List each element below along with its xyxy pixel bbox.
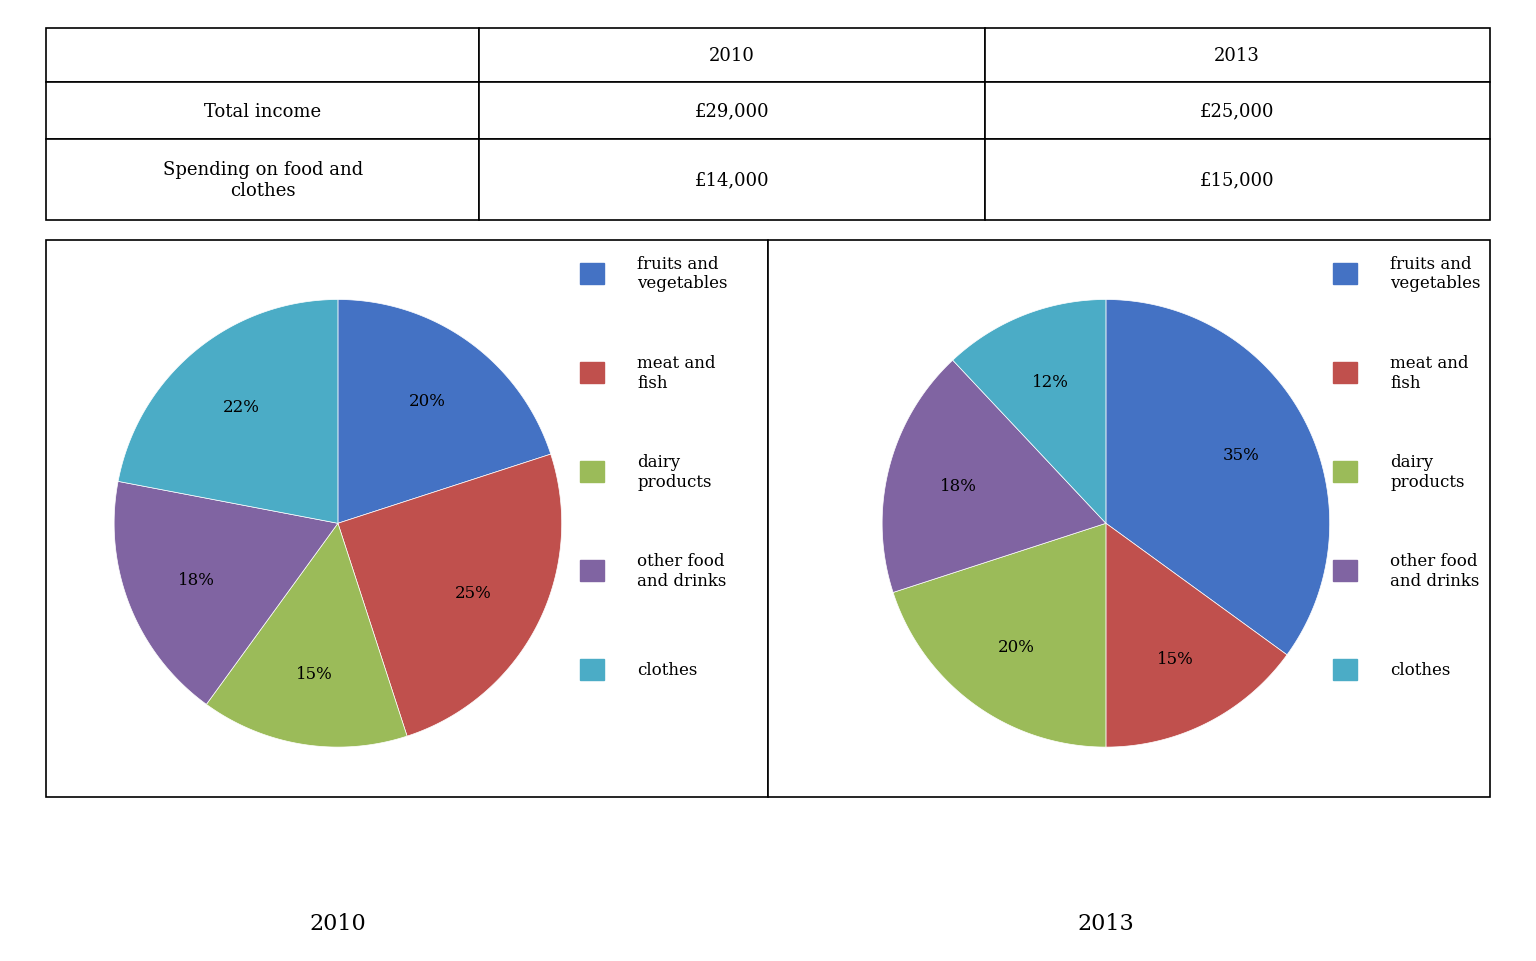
Text: 20%: 20% [409, 392, 445, 409]
Bar [985, 29, 1490, 83]
Bar [581, 263, 604, 284]
Text: other food
and drinks: other food and drinks [637, 553, 727, 589]
Text: 25%: 25% [455, 584, 492, 602]
Bar [46, 240, 768, 798]
Polygon shape [882, 360, 1106, 593]
Text: £29,000: £29,000 [694, 103, 770, 120]
Bar [1333, 362, 1356, 383]
Text: 2013: 2013 [1215, 47, 1260, 64]
Text: fruits and
vegetables: fruits and vegetables [637, 256, 728, 292]
Text: 18%: 18% [178, 571, 215, 588]
Text: 2010: 2010 [710, 47, 754, 64]
Text: 22%: 22% [223, 398, 260, 415]
Bar [479, 83, 985, 140]
Bar [985, 83, 1490, 140]
Text: 15%: 15% [1157, 651, 1193, 668]
Text: dairy
products: dairy products [1390, 454, 1465, 490]
Text: 18%: 18% [940, 478, 977, 494]
Text: Spending on food and
clothes: Spending on food and clothes [163, 161, 362, 200]
Polygon shape [118, 300, 338, 524]
Text: 2010: 2010 [310, 912, 366, 933]
Text: fruits and
vegetables: fruits and vegetables [1390, 256, 1481, 292]
Text: meat and
fish: meat and fish [637, 355, 716, 391]
Polygon shape [206, 524, 407, 748]
Bar [581, 659, 604, 680]
Bar [1333, 263, 1356, 284]
Text: Total income: Total income [204, 103, 321, 120]
Polygon shape [1106, 300, 1330, 655]
Text: 20%: 20% [998, 638, 1035, 655]
Bar [46, 83, 479, 140]
Text: 2013: 2013 [1078, 912, 1134, 933]
Text: meat and
fish: meat and fish [1390, 355, 1468, 391]
Bar [1333, 659, 1356, 680]
Text: £15,000: £15,000 [1200, 172, 1275, 189]
Text: £25,000: £25,000 [1200, 103, 1275, 120]
Bar [46, 140, 479, 221]
Text: dairy
products: dairy products [637, 454, 713, 490]
Bar [581, 560, 604, 581]
Text: 12%: 12% [1032, 374, 1069, 391]
Text: other food
and drinks: other food and drinks [1390, 553, 1479, 589]
Bar [479, 140, 985, 221]
Text: 15%: 15% [296, 665, 332, 682]
Text: 35%: 35% [1223, 446, 1260, 463]
Polygon shape [952, 300, 1106, 524]
Text: £14,000: £14,000 [694, 172, 770, 189]
Bar [768, 240, 1490, 798]
Bar [46, 29, 479, 83]
Text: clothes: clothes [637, 661, 697, 678]
Polygon shape [114, 481, 338, 704]
Polygon shape [338, 455, 562, 736]
Bar [581, 461, 604, 482]
Polygon shape [1106, 524, 1287, 748]
Bar [1333, 560, 1356, 581]
Text: clothes: clothes [1390, 661, 1450, 678]
Polygon shape [338, 300, 551, 524]
Bar [985, 140, 1490, 221]
Bar [581, 362, 604, 383]
Bar [1333, 461, 1356, 482]
Polygon shape [892, 524, 1106, 748]
Bar [479, 29, 985, 83]
